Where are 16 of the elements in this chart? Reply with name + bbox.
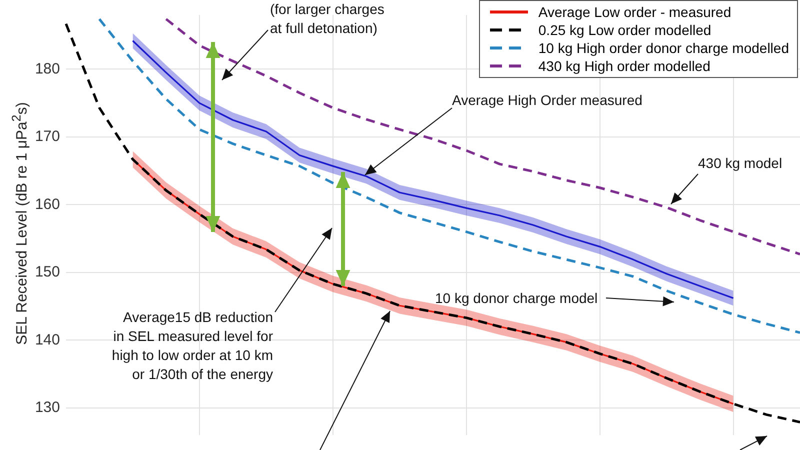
annotation: (for larger charges at full detonation) — [270, 0, 384, 38]
annotation: Average High Order measured — [452, 91, 642, 110]
annotation: 430 kg model — [698, 154, 782, 173]
y-tick-label: 180 — [34, 60, 60, 78]
legend-label: 430 kg High order modelled — [538, 58, 710, 74]
legend-label: 0.25 kg Low order modelled — [538, 22, 712, 38]
annotation: 10 kg donor charge model — [435, 289, 598, 308]
y-tick-label: 150 — [34, 264, 60, 281]
annotation: Average15 dB reduction in SEL measured level for high to low order at 10 km or 1/30th of the energy — [112, 308, 273, 384]
legend-label: 10 kg High order donor charge modelled — [538, 40, 789, 56]
y-tick-label: 130 — [34, 399, 60, 416]
y-tick-label: 160 — [34, 196, 60, 213]
y-tick-label: 140 — [34, 331, 60, 348]
y-tick-label: 170 — [34, 128, 60, 146]
line-series — [64, 22, 800, 424]
legend-label: Average Low order - measured — [538, 4, 732, 20]
